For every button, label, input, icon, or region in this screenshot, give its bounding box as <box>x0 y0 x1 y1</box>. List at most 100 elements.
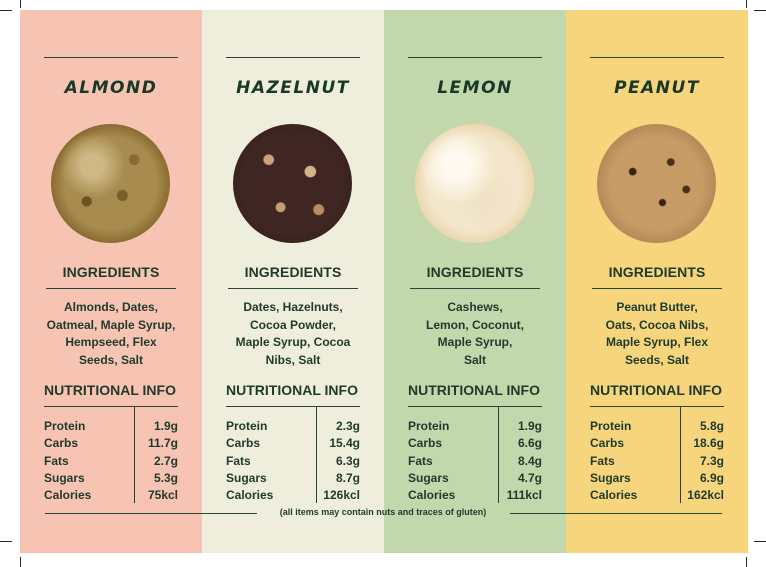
nutrition-heading: NUTRITIONAL INFO <box>590 382 722 398</box>
ingredients-line: Lemon, Coconut, <box>426 317 524 332</box>
nutrition-row: Carbs 15.4g <box>226 435 360 452</box>
ingredients-heading: INGREDIENTS <box>426 264 524 280</box>
ingredients-line: Salt <box>463 352 486 367</box>
nutrition-label: Sugars <box>44 470 85 485</box>
nutrition-value: 8.4g <box>517 453 542 468</box>
nutrition-row: Carbs 6.6g <box>408 435 542 452</box>
ingredients-line: Nibs, Salt <box>265 352 321 367</box>
nutrition-label: Carbs <box>590 436 625 451</box>
footer-note: (all items may contain nuts and traces o… <box>279 507 487 517</box>
ingredients-line: Maple Syrup, Flex <box>605 335 709 349</box>
nutrition-row: Calories 75kcl <box>44 487 178 504</box>
ingredients-line: Cashews, <box>447 300 503 314</box>
nutrition-value: 1.9g <box>153 419 178 433</box>
nutrition-row: Fats 8.4g <box>408 453 542 470</box>
nutrition-value: 7.3g <box>699 453 724 468</box>
ingredients-text: Almonds, Dates, Oatmeal, Maple Syrup, He… <box>38 299 184 369</box>
nutrition-row: Calories 111kcl <box>408 487 542 504</box>
crop-mark <box>754 10 766 11</box>
nutrition-divider <box>226 406 360 407</box>
ingredients-divider <box>410 288 540 289</box>
nutrition-divider <box>44 406 178 407</box>
ingredients-line: Peanut Butter, <box>616 300 698 314</box>
column-almond: ALMOND INGREDIENTS Almonds, Dates, Oatme… <box>20 10 202 553</box>
nutrition-value: 2.7g <box>153 453 178 468</box>
ingredients-line: Cocoa Powder, <box>249 317 337 332</box>
footer-divider-right <box>510 513 722 514</box>
nutrition-row: Calories 162kcl <box>590 487 724 504</box>
almond-bite-image <box>51 124 170 243</box>
nutrition-value: 162kcl <box>687 488 724 503</box>
nutrition-row: Carbs 11.7g <box>44 435 178 452</box>
nutrition-table: Protein 2.3g Carbs 15.4g Fats 6.3g Sugars 8.… <box>226 418 360 504</box>
product-card: ALMOND INGREDIENTS Almonds, Dates, Oatme… <box>20 10 748 553</box>
nutrition-heading: NUTRITIONAL INFO <box>408 382 540 398</box>
nutrition-value: 111kcl <box>506 488 542 503</box>
nutrition-row: Fats 7.3g <box>590 453 724 470</box>
nutrition-value: 5.8g <box>699 419 724 433</box>
nutrition-label: Protein <box>44 419 86 433</box>
nutrition-value: 11.7g <box>147 436 178 451</box>
crop-mark <box>754 541 766 542</box>
nutrition-label: Sugars <box>408 470 449 485</box>
nutrition-row: Fats 6.3g <box>226 453 360 470</box>
lemon-bite-image <box>415 124 534 243</box>
nutrition-heading: NUTRITIONAL INFO <box>226 382 358 398</box>
ingredients-heading: INGREDIENTS <box>244 264 342 280</box>
ingredients-text: Peanut Butter, Oats, Cocoa Nibs, Maple S… <box>584 299 730 369</box>
footer-divider-left <box>45 513 257 514</box>
nutrition-value: 2.3g <box>335 419 360 433</box>
nutrition-value: 1.9g <box>517 419 542 433</box>
flavor-title: HAZELNUT <box>236 78 350 98</box>
ingredients-line: Almonds, Dates, <box>63 300 159 314</box>
top-divider <box>590 57 724 58</box>
nutrition-value: 8.7g <box>335 470 360 485</box>
nutrition-label: Protein <box>226 419 268 433</box>
nutrition-label: Calories <box>226 488 274 503</box>
nutrition-table: Protein 5.8g Carbs 18.6g Fats 7.3g Sugars 6.… <box>590 418 724 504</box>
nutrition-label: Protein <box>408 419 450 433</box>
nutrition-row: Sugars 5.3g <box>44 470 178 487</box>
nutrition-value: 18.6g <box>693 436 724 451</box>
ingredients-line: Seeds, Salt <box>624 352 690 367</box>
nutrition-column-divider <box>498 407 499 503</box>
nutrition-label: Fats <box>408 453 433 468</box>
ingredients-text: Cashews, Lemon, Coconut, Maple Syrup, Sa… <box>402 299 548 369</box>
ingredients-line: Oats, Cocoa Nibs, <box>605 317 709 332</box>
nutrition-value: 5.3g <box>153 470 178 485</box>
nutrition-label: Fats <box>44 453 69 468</box>
column-lemon: LEMON INGREDIENTS Cashews, Lemon, Coconu… <box>384 10 566 553</box>
column-peanut: PEANUT INGREDIENTS Peanut Butter, Oats, … <box>566 10 748 553</box>
nutrition-row: Fats 2.7g <box>44 453 178 470</box>
nutrition-column-divider <box>680 407 681 503</box>
ingredients-line: Hempseed, Flex <box>65 335 157 349</box>
top-divider <box>408 57 542 58</box>
nutrition-label: Calories <box>44 488 92 503</box>
crop-mark <box>0 10 12 11</box>
nutrition-row: Sugars 6.9g <box>590 470 724 487</box>
nutrition-row: Carbs 18.6g <box>590 435 724 452</box>
ingredients-line: Oatmeal, Maple Syrup, <box>46 317 176 332</box>
nutrition-label: Protein <box>590 419 632 433</box>
ingredients-line: Dates, Hazelnuts, <box>243 300 343 314</box>
nutrition-label: Sugars <box>590 470 631 485</box>
crop-mark <box>746 0 747 8</box>
nutrition-label: Carbs <box>226 436 261 451</box>
nutrition-label: Fats <box>590 453 615 468</box>
nutrition-value: 4.7g <box>517 470 542 485</box>
column-hazelnut: HAZELNUT INGREDIENTS Dates, Hazelnuts, C… <box>202 10 384 553</box>
nutrition-label: Sugars <box>226 470 267 485</box>
nutrition-row: Protein 2.3g <box>226 418 360 435</box>
ingredients-divider <box>46 288 176 289</box>
nutrition-heading: NUTRITIONAL INFO <box>44 382 176 398</box>
nutrition-table: Protein 1.9g Carbs 11.7g Fats 2.7g Sugars 5.… <box>44 418 178 504</box>
ingredients-line: Maple Syrup, <box>437 335 513 349</box>
nutrition-value: 6.9g <box>699 470 724 485</box>
nutrition-row: Protein 1.9g <box>44 418 178 435</box>
nutrition-label: Fats <box>226 453 251 468</box>
flavor-title: LEMON <box>437 78 513 98</box>
nutrition-row: Calories 126kcl <box>226 487 360 504</box>
nutrition-label: Calories <box>408 488 456 503</box>
ingredients-line: Maple Syrup, Cocoa <box>235 335 351 349</box>
crop-mark <box>20 0 21 8</box>
